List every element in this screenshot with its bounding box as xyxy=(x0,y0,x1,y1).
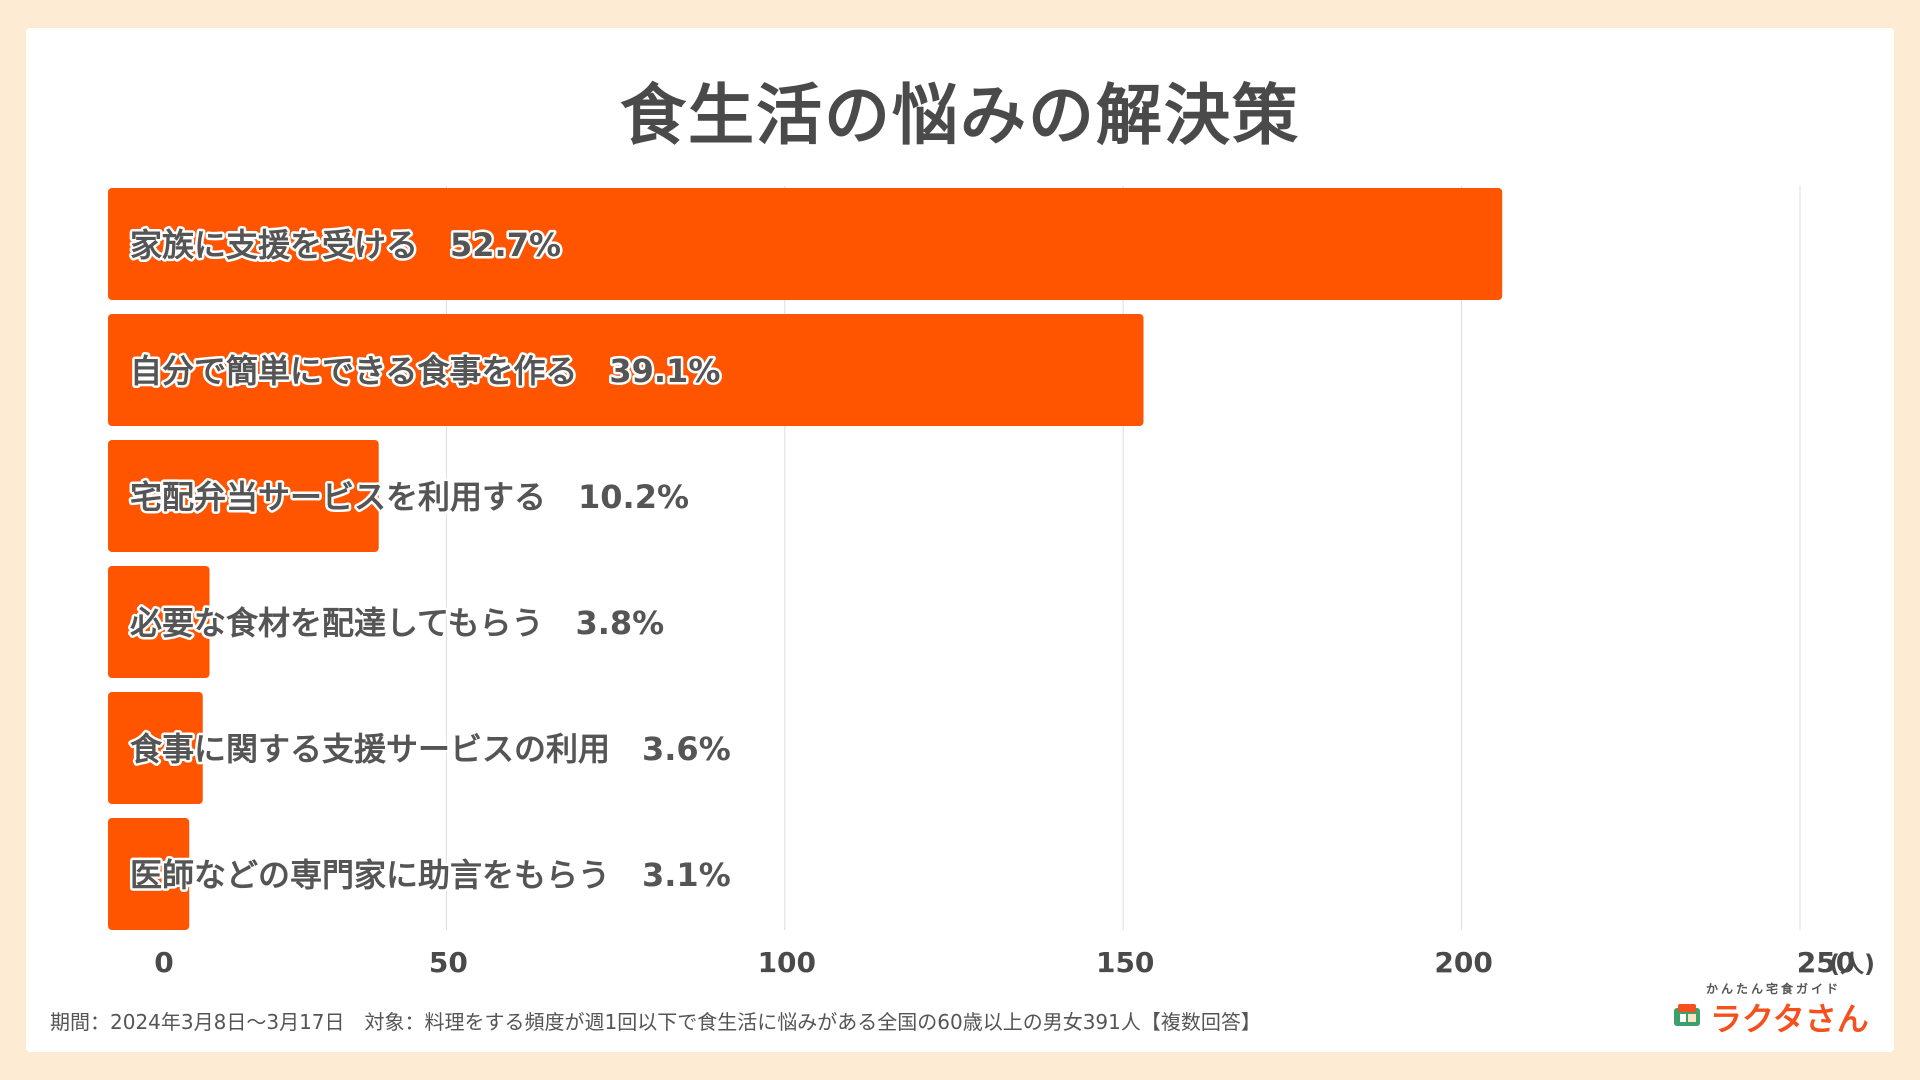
bar xyxy=(108,818,190,930)
x-tick-label: 200 xyxy=(1434,946,1492,979)
logo-tagline: かんたん宅食ガイド xyxy=(1706,982,1842,996)
x-tick-label: 250 xyxy=(1797,946,1855,979)
bar xyxy=(108,314,1144,426)
x-tick-label: 0 xyxy=(154,946,173,979)
bar-label: 必要な食材を配達してもらう 3.8% xyxy=(130,604,664,642)
bar-label: 医師などの専門家に助言をもらう 3.1% xyxy=(130,856,731,894)
x-tick-label: 150 xyxy=(1096,946,1154,979)
chart-title: 食生活の悩みの解決策 xyxy=(620,77,1300,154)
rakuta-logo: かんたん宅食ガイド ラクタさん xyxy=(1672,980,1872,1038)
bar xyxy=(108,692,203,804)
bar-label: 家族に支援を受ける 52.7% xyxy=(130,226,561,264)
survey-footnote: 期間：2024年3月8日〜3月17日 対象：料理をする頻度が週1回以下で食生活に… xyxy=(50,1010,1261,1034)
bar-label: 自分で簡単にできる食事を作る 39.1% xyxy=(130,352,720,390)
x-tick-label: 50 xyxy=(429,946,468,979)
unit-label: (人) xyxy=(1829,950,1875,978)
bar xyxy=(108,566,210,678)
bento-icon xyxy=(1674,1004,1700,1026)
bar xyxy=(108,440,379,552)
bar-label: 宅配弁当サービスを利用する 10.2% xyxy=(130,478,689,516)
x-tick-label: 100 xyxy=(758,946,816,979)
logo-name: ラクタさん xyxy=(1710,1000,1869,1038)
bar xyxy=(108,188,1503,300)
bar-label: 食事に関する支援サービスの利用 3.6% xyxy=(130,730,731,768)
